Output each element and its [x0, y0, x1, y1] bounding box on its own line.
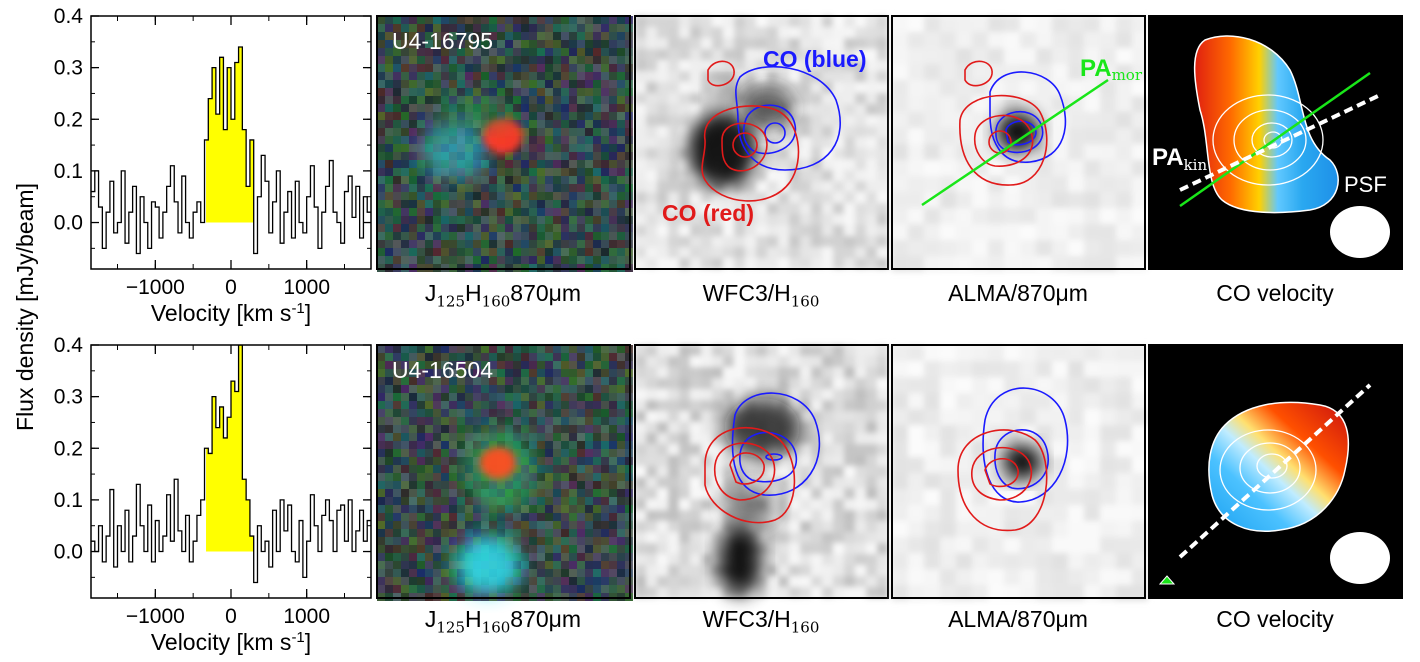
- co-red-contour: [973, 114, 1034, 167]
- spectrum-line: [91, 46, 371, 255]
- co-red-contour: [964, 60, 993, 87]
- co-blue-contour: [735, 65, 841, 171]
- y-axis-label: Flux density [mJy/beam]: [12, 183, 38, 431]
- y-tick-label: 0.3: [54, 57, 83, 80]
- co-red-contour: [732, 132, 758, 158]
- caption-covel-top: CO velocity: [1216, 280, 1334, 306]
- pa-mor-line: [921, 78, 1109, 207]
- caption-covel-bottom: CO velocity: [1216, 606, 1334, 632]
- co-velocity-map-top: PSF PAkin: [1148, 15, 1403, 270]
- y-tick-label: 0.4: [54, 334, 84, 357]
- co-red-contour: [984, 457, 1019, 488]
- y-tick-label: 0.1: [54, 160, 83, 183]
- rgb-image-top: U4-16795: [376, 15, 633, 272]
- x-tick-label: 1000: [283, 276, 330, 299]
- y-tick-label: 0.2: [54, 437, 83, 460]
- object-label-bottom: U4-16504: [392, 357, 493, 383]
- wfc3-image-bottom: [634, 344, 889, 599]
- alma-image-top: PAmor: [891, 15, 1148, 272]
- co-red-contour: [729, 452, 765, 485]
- legend-glyph: [1158, 575, 1176, 585]
- caption-rgb-top: J125H160870μm: [424, 280, 582, 311]
- rgb-image-bottom: U4-16504: [376, 344, 633, 601]
- co-red-contour: [701, 105, 800, 202]
- co-velocity-map-bottom: [1148, 344, 1403, 599]
- caption-alma-bottom: ALMA/870μm: [948, 606, 1088, 632]
- co-red-contour: [713, 442, 776, 501]
- pa-mor-label: PAmor: [1080, 55, 1143, 84]
- co-blue-contour: [764, 122, 786, 144]
- co-red-label: CO (red): [662, 200, 754, 226]
- object-label-top: U4-16795: [392, 28, 493, 54]
- co-blue-contour: [989, 71, 1067, 163]
- co-red-contour: [707, 60, 735, 87]
- co-blue-contour: [742, 104, 797, 155]
- co-red-contour: [704, 427, 796, 524]
- caption-alma-top: ALMA/870μm: [948, 280, 1088, 306]
- caption-wfc3-top: WFC3/H160: [702, 280, 820, 311]
- x-tick-label: 0: [225, 605, 237, 628]
- psf-beam: [1330, 532, 1390, 584]
- co-red-contour: [721, 122, 768, 172]
- co-blue-contour: [739, 431, 797, 483]
- pa-kin-label: PAkin: [1152, 144, 1207, 174]
- co-blue-contour: [982, 387, 1069, 503]
- co-blue-contour: [995, 110, 1044, 154]
- pa-mor-line: [1179, 71, 1371, 208]
- spectrum-line: [91, 345, 371, 584]
- y-tick-label: 0.1: [54, 489, 83, 512]
- y-tick-label: 0.4: [54, 5, 84, 28]
- psf-beam: [1330, 206, 1390, 258]
- caption-rgb-bottom: J125H160870μm: [424, 606, 582, 637]
- co-blue-label: CO (blue): [763, 46, 867, 72]
- x-axis-label: Velocity [km s-1]: [151, 300, 311, 326]
- psf-label: PSF: [1344, 172, 1387, 197]
- pa-kin-line: [1178, 383, 1372, 559]
- wfc3-image-top: CO (blue) CO (red): [634, 15, 889, 270]
- x-tick-label: 1000: [283, 605, 330, 628]
- co-red-contour: [957, 429, 1048, 532]
- alma-image-bottom: [891, 344, 1148, 601]
- co-red-contour: [971, 446, 1033, 501]
- x-tick-label: 0: [225, 276, 237, 299]
- pa-kin-line: [1179, 93, 1381, 192]
- y-tick-label: 0.3: [54, 386, 83, 409]
- line-highlight-fill: [206, 345, 254, 552]
- x-tick-label: −1000: [126, 605, 185, 628]
- co-red-contour: [959, 94, 1048, 186]
- y-tick-label: 0.2: [54, 108, 83, 131]
- co-blue-contour: [765, 453, 783, 461]
- caption-wfc3-bottom: WFC3/H160: [702, 606, 820, 637]
- x-tick-label: −1000: [126, 276, 185, 299]
- x-axis-label: Velocity [km s-1]: [151, 629, 311, 655]
- y-tick-label: 0.0: [54, 541, 83, 564]
- co-blue-contour: [731, 392, 821, 496]
- y-tick-label: 0.0: [54, 212, 83, 235]
